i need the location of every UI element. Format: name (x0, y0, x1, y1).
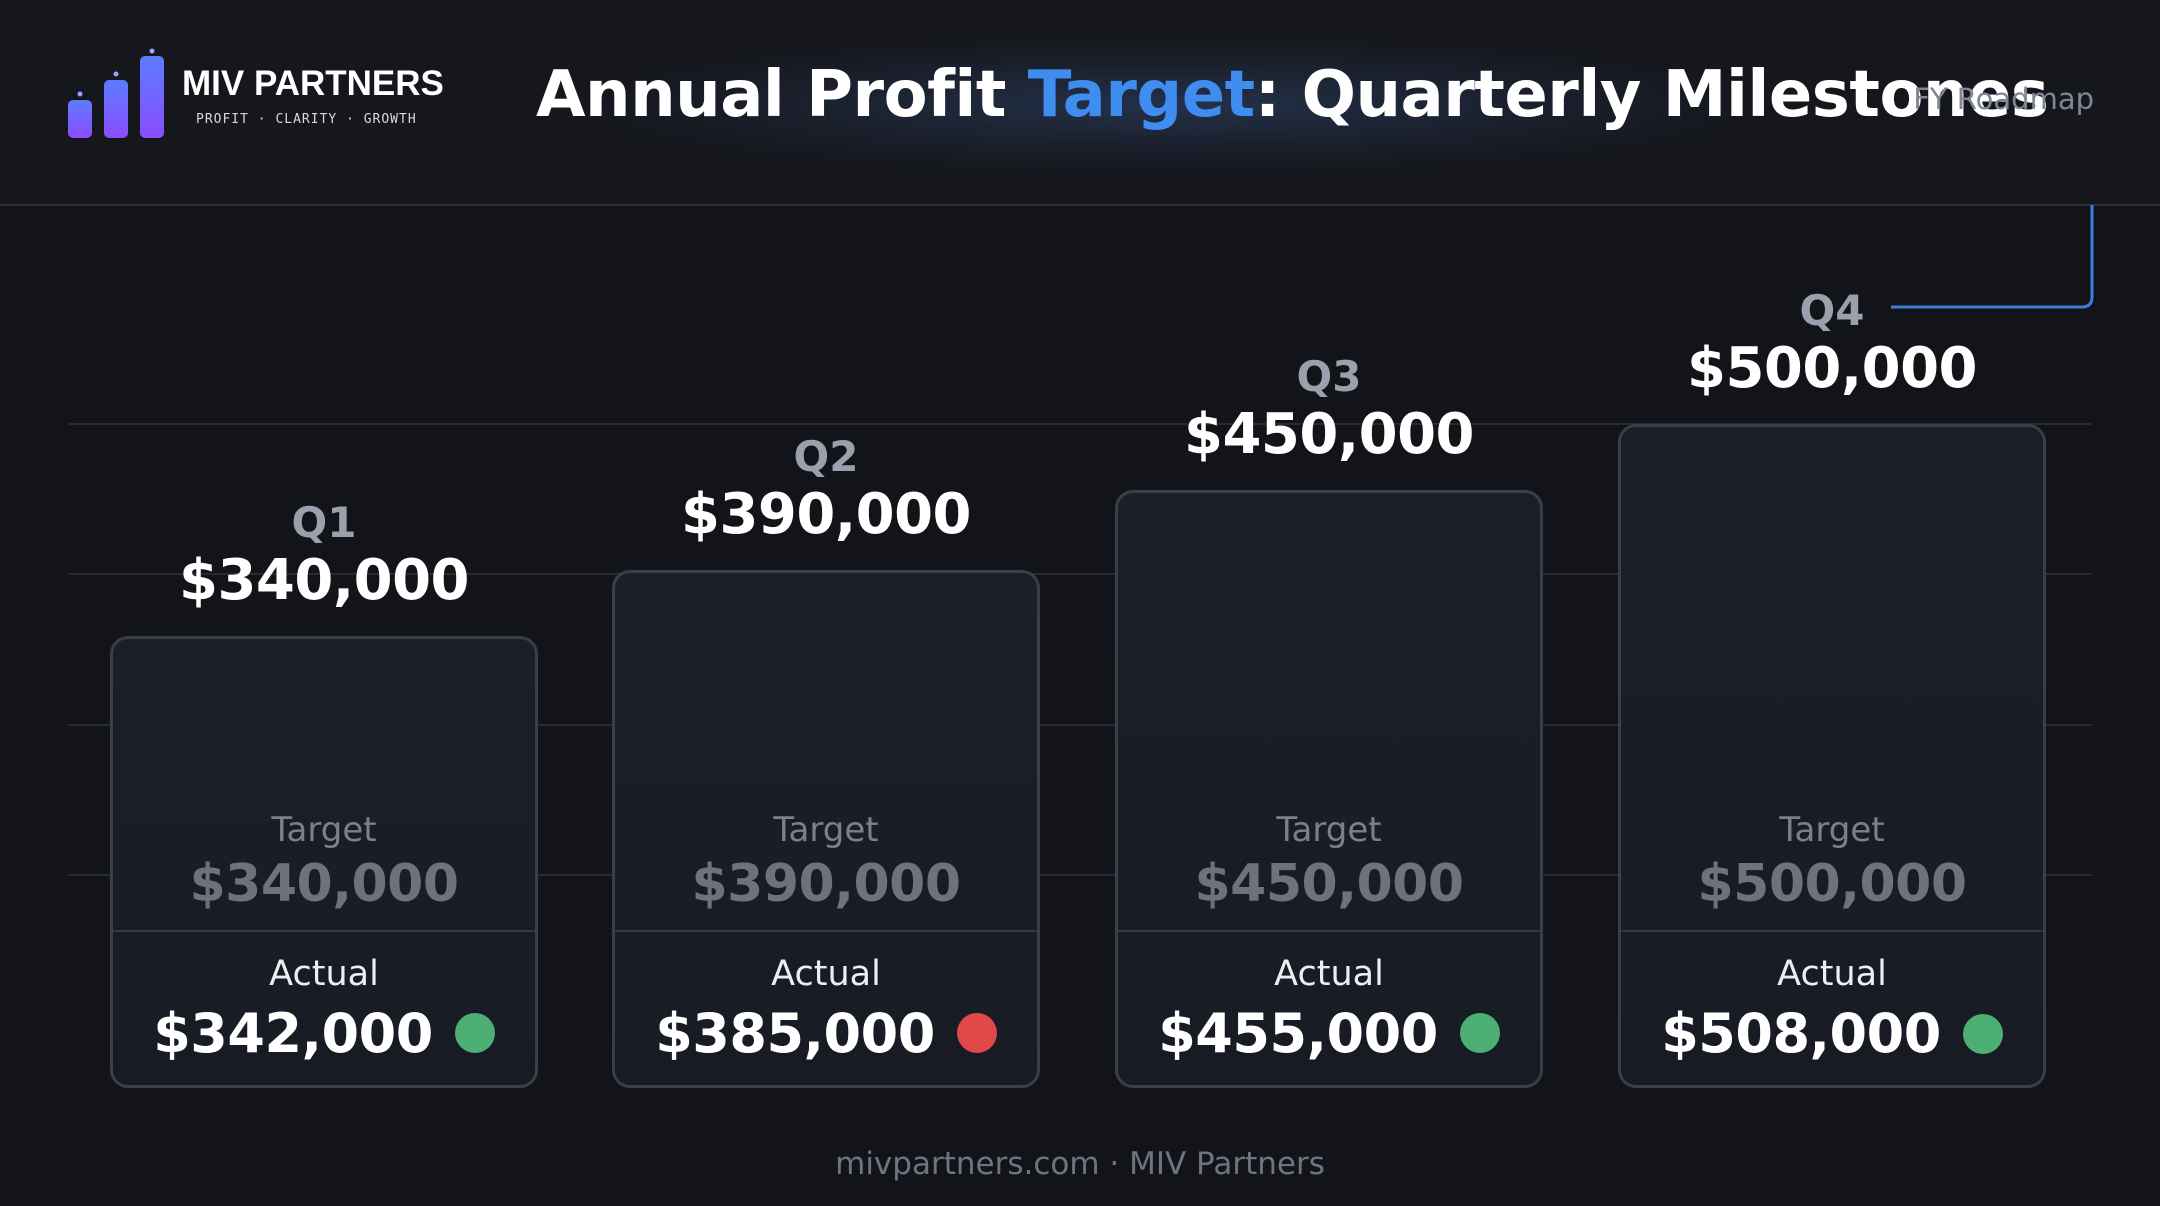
q1-card-divider (113, 929, 535, 932)
q2-quarter-label: Q2 (793, 432, 859, 482)
title-prefix: Annual Profit (536, 58, 1028, 132)
brand-name: MIV PARTNERS (182, 64, 444, 103)
q4-actual-value: $508,000 (1661, 1002, 1941, 1065)
q1-target-headline: $340,000 (178, 548, 470, 614)
footer-text: mivpartners.com · MIV Partners (835, 1146, 1325, 1182)
q4-quarter-label: Q4 (1799, 286, 1865, 335)
q3-quarter-label: Q3 (1296, 352, 1362, 402)
q4-actual-row: $508,000 (1621, 1002, 2043, 1065)
q1-actual-value: $342,000 (153, 1001, 433, 1065)
q4-target-label: Target (1779, 810, 1885, 850)
title-accent: Target (1027, 58, 1255, 132)
page-title: Annual Profit Target: Quarterly Mileston… (536, 58, 2049, 132)
q2-actual-row: $385,000 (615, 1002, 1037, 1065)
q4-status-dot-icon (1962, 1013, 2003, 1054)
brand-tagline: PROFIT · CLARITY · GROWTH (196, 112, 417, 127)
q2-bar: Target $390,000 Actual $385,000 (612, 570, 1040, 1088)
q3-status-dot-icon (1459, 1013, 1500, 1054)
q2-status-dot-icon (956, 1013, 997, 1054)
q1-actual-row: $342,000 (113, 1002, 535, 1065)
q3-bar: Target $450,000 Actual $455,000 (1115, 490, 1543, 1088)
q2-target-label: Target (773, 809, 879, 850)
q2-actual-label: Actual (771, 953, 881, 994)
q4-card-divider (1621, 930, 2043, 932)
q2-target-headline: $390,000 (680, 482, 972, 548)
q1-actual-label: Actual (269, 953, 379, 994)
q1-target-label: Target (271, 809, 377, 850)
q3-target-headline: $450,000 (1183, 402, 1475, 468)
q1-quarter-label: Q1 (291, 498, 357, 548)
q3-target-label: Target (1276, 809, 1382, 850)
q2-card-divider (615, 929, 1037, 932)
q3-actual-row: $455,000 (1118, 1002, 1540, 1065)
title-suffix: : Quarterly Milestones (1254, 58, 2049, 132)
bar-chart-logo-icon (68, 48, 164, 138)
q4-target-value: $500,000 (1697, 854, 1967, 914)
q1-bar: Target $340,000 Actual $342,000 (110, 636, 538, 1088)
q3-target-value: $450,000 (1194, 853, 1464, 914)
header-tag: FY Roadmap (1913, 82, 2094, 116)
title-glow (600, 40, 1740, 170)
q3-actual-label: Actual (1274, 953, 1384, 994)
q1-target-value: $340,000 (189, 853, 459, 914)
q4-target-headline: $500,000 (1686, 336, 1978, 401)
header-bar: MIV PARTNERS PROFIT · CLARITY · GROWTH A… (0, 0, 2160, 206)
q4-bar: Target $500,000 Actual $508,000 (1618, 424, 2046, 1088)
q1-status-dot-icon (454, 1013, 495, 1054)
q2-target-value: $390,000 (691, 853, 961, 914)
q3-card-divider (1118, 929, 1540, 932)
q4-actual-label: Actual (1777, 954, 1887, 994)
q3-actual-value: $455,000 (1158, 1001, 1438, 1065)
q2-actual-value: $385,000 (655, 1001, 935, 1065)
q4-callout-connector (1891, 205, 2094, 309)
